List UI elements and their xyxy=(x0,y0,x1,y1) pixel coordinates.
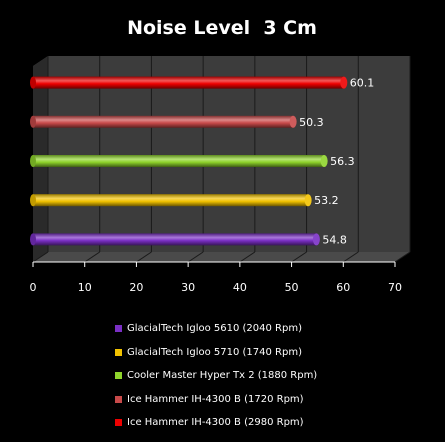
floor-gridline xyxy=(291,251,307,263)
bar-start-cap xyxy=(30,76,36,89)
x-tick-label: 70 xyxy=(388,281,402,294)
bar-body xyxy=(33,233,317,246)
legend-item: Ice Hammer IH-4300 B (2980 Rpm) xyxy=(115,411,375,435)
legend: GlacialTech Igloo 5610 (2040 Rpm) Glacia… xyxy=(115,317,375,435)
legend-label: GlacialTech Igloo 5610 (2040 Rpm) xyxy=(127,323,302,335)
legend-item: Ice Hammer IH-4300 B (1720 Rpm) xyxy=(115,388,375,412)
bar-end-cap xyxy=(289,115,297,128)
data-label: 54.8 xyxy=(322,233,347,246)
floor-gridline xyxy=(136,251,152,263)
bar-body xyxy=(33,155,325,167)
bar-body xyxy=(33,194,309,207)
bar-end-cap xyxy=(340,76,348,89)
data-label: 53.2 xyxy=(314,194,339,207)
legend-swatch xyxy=(115,372,122,380)
bar xyxy=(30,115,297,128)
bar-body xyxy=(33,115,294,128)
bar-start-cap xyxy=(30,233,36,246)
bar xyxy=(30,155,328,167)
x-axis: 0 10 20 30 40 50 60 70 xyxy=(30,261,402,294)
floor-gridline xyxy=(394,251,411,263)
bar xyxy=(30,194,312,207)
floor-gridline xyxy=(239,251,256,263)
x-tick-label: 0 xyxy=(30,281,37,294)
bar-start-cap xyxy=(30,155,36,167)
bar xyxy=(30,233,320,246)
bar xyxy=(30,76,348,89)
legend-label: Ice Hammer IH-4300 B (2980 Rpm) xyxy=(127,417,304,429)
floor xyxy=(33,252,410,262)
value-labels: 54.8 53.2 56.3 50.3 60.1 xyxy=(299,77,374,247)
data-label: 50.3 xyxy=(299,116,324,129)
legend-label: Ice Hammer IH-4300 B (1720 Rpm) xyxy=(127,393,304,405)
floor-gridline xyxy=(32,251,49,263)
legend-item: GlacialTech Igloo 5710 (1740 Rpm) xyxy=(115,341,375,365)
data-label: 56.3 xyxy=(330,155,355,168)
x-tick-label: 10 xyxy=(78,281,92,294)
floor-gridline xyxy=(84,251,100,263)
x-tick-label: 40 xyxy=(233,281,247,294)
legend-item: GlacialTech Igloo 5610 (2040 Rpm) xyxy=(115,317,375,341)
bar-end-cap xyxy=(304,194,312,207)
bars xyxy=(30,76,348,246)
bar-body xyxy=(33,76,344,89)
floor-gridline xyxy=(187,251,204,263)
gridlines xyxy=(32,56,411,263)
bar-end-cap xyxy=(312,233,320,246)
legend-item: Cooler Master Hyper Tx 2 (1880 Rpm) xyxy=(115,364,375,388)
data-label: 60.1 xyxy=(350,77,375,90)
legend-swatch xyxy=(115,348,122,356)
x-tick-label: 60 xyxy=(336,281,350,294)
x-tick-label: 20 xyxy=(129,281,143,294)
bar-start-cap xyxy=(30,194,36,207)
bar-end-cap xyxy=(320,155,328,167)
legend-swatch xyxy=(115,325,122,333)
legend-label: GlacialTech Igloo 5710 (1740 Rpm) xyxy=(127,346,302,358)
legend-label: Cooler Master Hyper Tx 2 (1880 Rpm) xyxy=(127,370,318,382)
legend-swatch xyxy=(115,395,122,403)
bar-start-cap xyxy=(30,115,36,128)
floor-gridline xyxy=(343,251,359,263)
x-tick-label: 30 xyxy=(181,281,195,294)
legend-swatch xyxy=(115,419,122,427)
chart-title: Noise Level 3 Cm xyxy=(127,17,317,39)
x-tick-label: 50 xyxy=(285,281,299,294)
